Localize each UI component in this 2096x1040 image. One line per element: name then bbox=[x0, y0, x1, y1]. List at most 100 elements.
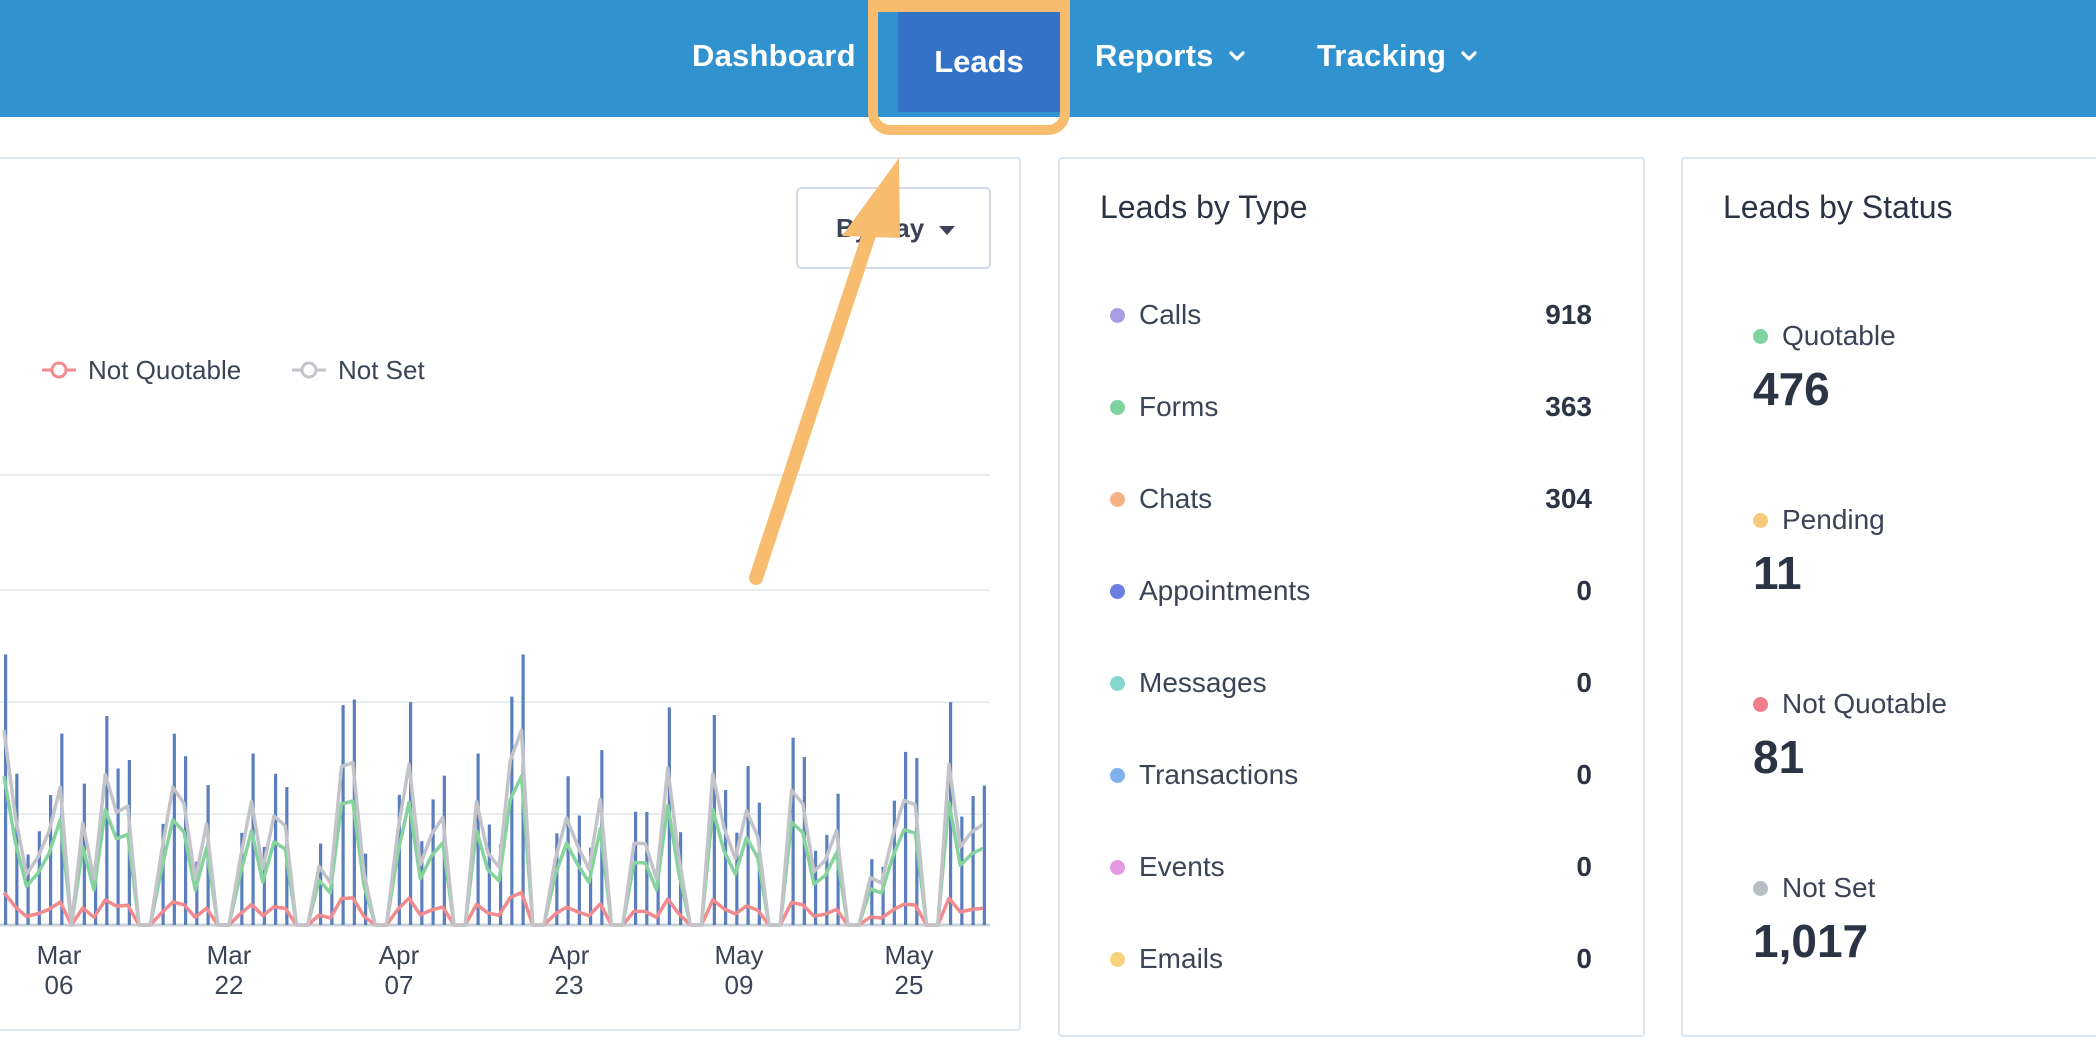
type-label: Emails bbox=[1139, 943, 1224, 974]
x-axis-tick: Mar 22 bbox=[169, 940, 289, 1000]
status-count: 11 bbox=[1753, 547, 1802, 599]
chart-bar bbox=[330, 866, 334, 925]
chart-bar bbox=[397, 794, 401, 925]
chart-bar bbox=[431, 799, 435, 925]
chart-bar bbox=[26, 854, 30, 925]
chart-bar bbox=[825, 834, 829, 925]
type-row-chats[interactable]: Chats 304 bbox=[1110, 479, 1592, 519]
type-count: 0 bbox=[1576, 575, 1592, 606]
nav-item-label: Tracking bbox=[1317, 38, 1447, 73]
legend-dot-icon bbox=[1753, 328, 1768, 344]
chart-bar bbox=[870, 859, 874, 925]
chart-bar bbox=[37, 831, 41, 925]
type-label: Appointments bbox=[1139, 575, 1311, 606]
type-count: 363 bbox=[1545, 391, 1592, 422]
legend-dot-icon bbox=[1110, 399, 1125, 415]
status-count: 1,017 bbox=[1753, 915, 1869, 967]
chart-bar bbox=[904, 751, 908, 925]
leads-by-type-panel bbox=[1058, 157, 1645, 1037]
status-label: Quotable bbox=[1782, 320, 1896, 351]
status-item-quotable[interactable]: Quotable bbox=[1753, 318, 1896, 354]
x-axis-tick: Mar 06 bbox=[0, 940, 119, 1000]
period-dropdown[interactable]: By Day bbox=[796, 187, 991, 269]
nav-item-reports[interactable]: Reports bbox=[1095, 0, 1248, 112]
legend-dot-icon bbox=[1110, 859, 1125, 875]
x-axis-tick: May 09 bbox=[679, 940, 799, 1000]
chart-bar bbox=[420, 841, 424, 925]
nav-item-tracking[interactable]: Tracking bbox=[1317, 0, 1480, 112]
status-label: Pending bbox=[1782, 504, 1885, 535]
chart-bar bbox=[510, 696, 514, 925]
status-count: 81 bbox=[1753, 731, 1805, 783]
type-row-messages[interactable]: Messages 0 bbox=[1110, 663, 1592, 703]
chart-bar bbox=[274, 773, 278, 925]
type-row-appointments[interactable]: Appointments 0 bbox=[1110, 571, 1592, 611]
x-tick-month: Mar bbox=[36, 940, 82, 970]
chart-bar bbox=[341, 705, 345, 925]
chart-bar bbox=[960, 816, 964, 925]
type-label: Calls bbox=[1139, 299, 1202, 330]
legend-label: Not Set bbox=[338, 354, 425, 385]
chart-bar bbox=[634, 811, 638, 925]
nav-item-label: Leads bbox=[934, 44, 1024, 79]
legend-item-not-set[interactable]: Not Set bbox=[292, 355, 425, 385]
type-count: 304 bbox=[1545, 483, 1592, 514]
chart-bar bbox=[735, 832, 739, 925]
status-item-pending[interactable]: Pending bbox=[1753, 502, 1885, 538]
chart-bar bbox=[116, 768, 120, 925]
nav-item-leads[interactable]: Leads bbox=[898, 12, 1060, 112]
x-tick-day: 09 bbox=[724, 970, 754, 1000]
type-row-emails[interactable]: Emails 0 bbox=[1110, 939, 1592, 979]
legend-item-not-quotable[interactable]: Not Quotable bbox=[42, 355, 241, 385]
type-count: 0 bbox=[1576, 943, 1592, 974]
chart-bar bbox=[566, 776, 570, 925]
status-label: Not Quotable bbox=[1782, 688, 1947, 719]
type-label: Chats bbox=[1139, 483, 1213, 514]
legend-dot-icon bbox=[1110, 675, 1125, 691]
legend-dot-icon bbox=[1753, 880, 1768, 896]
type-row-events[interactable]: Events 0 bbox=[1110, 847, 1592, 887]
type-count: 0 bbox=[1576, 851, 1592, 882]
type-count: 0 bbox=[1576, 667, 1592, 698]
chart-bar bbox=[49, 795, 53, 925]
type-label: Events bbox=[1139, 851, 1225, 882]
nav-item-label: Reports bbox=[1095, 38, 1214, 73]
status-item-not-set[interactable]: Not Set bbox=[1753, 870, 1875, 906]
legend-dot-icon bbox=[1110, 491, 1125, 507]
highlight-frame: Leads bbox=[868, 0, 1070, 135]
leads-chart bbox=[0, 474, 990, 927]
nav-item-dashboard[interactable]: Dashboard bbox=[692, 0, 856, 112]
type-label: Transactions bbox=[1139, 759, 1299, 790]
legend-dot-icon bbox=[1110, 307, 1125, 323]
period-dropdown-label: By Day bbox=[836, 212, 925, 243]
x-tick-month: May bbox=[884, 940, 934, 970]
x-axis-tick: Apr 07 bbox=[339, 940, 459, 1000]
chart-bar bbox=[971, 795, 975, 925]
type-row-calls[interactable]: Calls 918 bbox=[1110, 295, 1592, 335]
chart-bar bbox=[555, 833, 559, 925]
type-label: Messages bbox=[1139, 667, 1267, 698]
type-row-transactions[interactable]: Transactions 0 bbox=[1110, 755, 1592, 795]
status-count: 476 bbox=[1753, 363, 1830, 415]
panel-title: Leads by Type bbox=[1100, 189, 1308, 225]
x-tick-month: Apr bbox=[378, 940, 420, 970]
chart-series-line bbox=[2, 890, 983, 927]
legend-dot-icon bbox=[1753, 512, 1768, 528]
x-axis-tick: May 25 bbox=[849, 940, 969, 1000]
chart-bar bbox=[791, 737, 795, 925]
chart-bar bbox=[814, 850, 818, 925]
chart-bar bbox=[656, 861, 660, 925]
chart-bar bbox=[487, 824, 491, 925]
panel-title: Leads by Status bbox=[1723, 189, 1953, 225]
x-tick-day: 06 bbox=[44, 970, 74, 1000]
x-tick-day: 07 bbox=[384, 970, 414, 1000]
type-count: 0 bbox=[1576, 759, 1592, 790]
status-item-not-quotable[interactable]: Not Quotable bbox=[1753, 686, 1947, 722]
highlight-frame bbox=[868, 0, 1070, 12]
chart-bar bbox=[589, 847, 593, 925]
chart-bar bbox=[262, 846, 266, 925]
chart-bar bbox=[195, 861, 199, 925]
type-row-forms[interactable]: Forms 363 bbox=[1110, 387, 1592, 427]
chart-bar bbox=[105, 715, 109, 925]
chart-bar bbox=[94, 861, 98, 925]
